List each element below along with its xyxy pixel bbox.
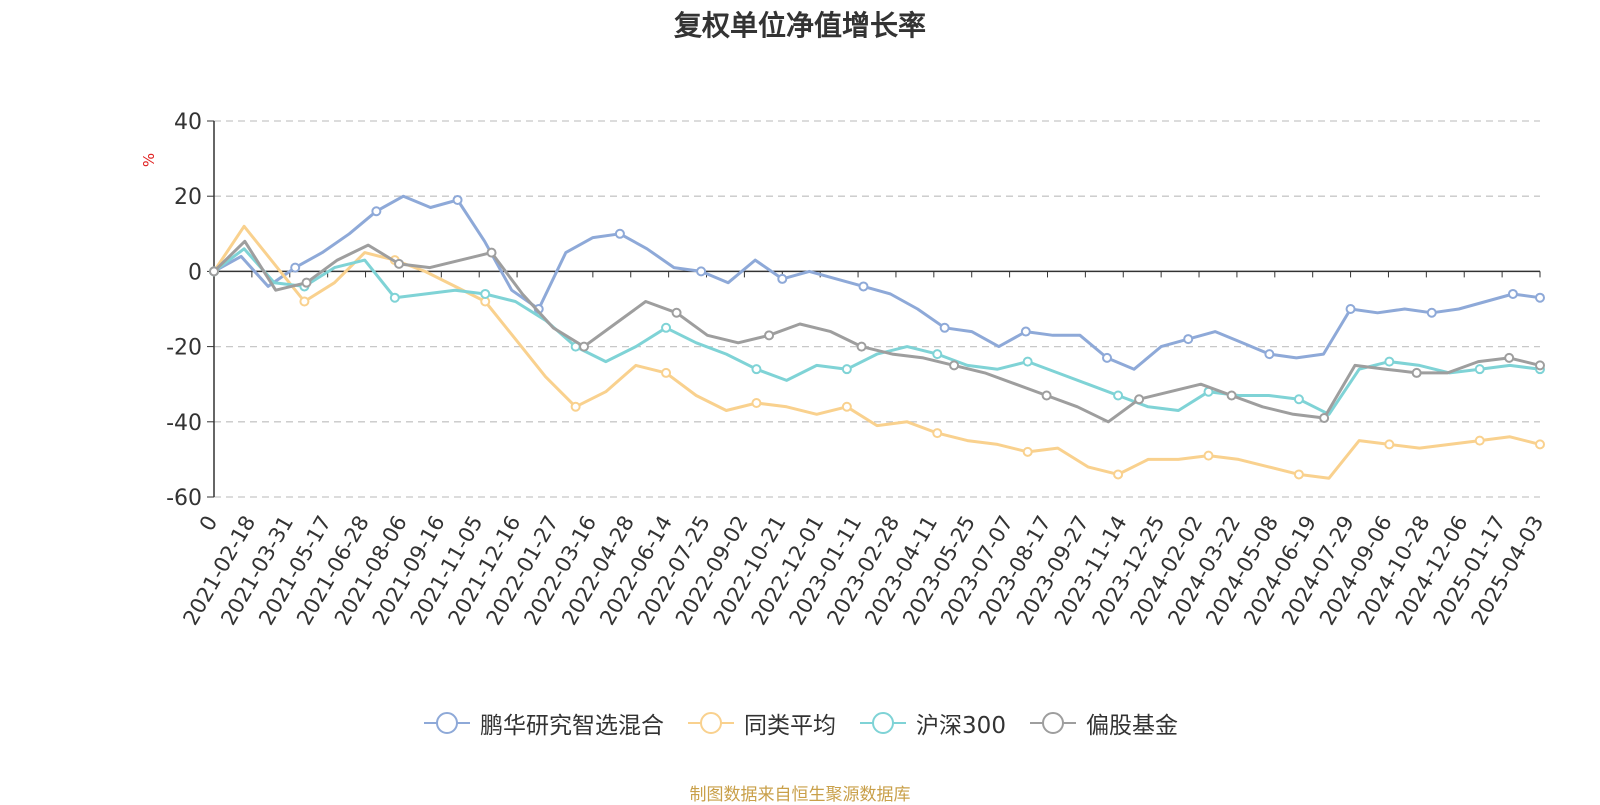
data-point <box>939 322 950 333</box>
data-point <box>1426 307 1437 318</box>
data-point <box>371 206 382 217</box>
data-point <box>661 322 672 333</box>
data-point <box>856 341 867 352</box>
data-point <box>452 194 463 205</box>
data-point <box>777 273 788 284</box>
data-point <box>290 262 301 273</box>
data-point <box>1102 352 1113 363</box>
data-point <box>1203 450 1214 461</box>
data-point <box>841 401 852 412</box>
data-point <box>209 266 219 277</box>
data-point <box>1474 364 1485 375</box>
data-point <box>1264 349 1275 360</box>
data-point <box>1113 390 1124 401</box>
axis-layer: 40200-20-40-6002021-02-182021-03-312021-… <box>166 110 1548 629</box>
data-point <box>671 307 682 318</box>
data-point <box>841 364 852 375</box>
data-point <box>1535 439 1545 450</box>
series-line-2 <box>213 247 1541 416</box>
data-point <box>1113 469 1124 480</box>
data-point <box>1535 292 1545 303</box>
data-point <box>661 367 672 378</box>
data-point <box>299 296 310 307</box>
data-point <box>1041 390 1052 401</box>
data-point <box>1183 334 1194 345</box>
y-tick-label: 0 <box>188 260 202 285</box>
data-point <box>1345 304 1356 314</box>
data-point <box>1022 356 1033 367</box>
series-line-3 <box>212 239 1541 424</box>
legend-item[interactable]: 偏股基金 <box>1028 706 1178 740</box>
data-point <box>1535 360 1545 371</box>
y-axis-unit-label: % <box>140 153 158 167</box>
chart-title: 复权单位净值增长率 <box>673 9 926 42</box>
data-point <box>1293 394 1304 405</box>
data-point <box>751 398 762 408</box>
data-point <box>579 341 590 352</box>
data-point <box>1134 394 1145 405</box>
data-point <box>1022 446 1033 457</box>
legend-item[interactable]: 鹏华研究智选混合 <box>422 706 664 740</box>
source-note: 制图数据来自恒生聚源数据库 <box>689 785 911 805</box>
data-point <box>1474 435 1485 446</box>
data-point <box>1384 439 1395 450</box>
data-point <box>1384 356 1395 367</box>
data-point <box>394 258 405 269</box>
data-point <box>1504 352 1515 363</box>
data-point <box>932 349 943 360</box>
data-point <box>1020 326 1031 337</box>
legend-label: 鹏华研究智选混合 <box>480 713 665 739</box>
data-point <box>614 228 625 239</box>
y-tick-label: 20 <box>174 185 202 210</box>
legend-label: 同类平均 <box>744 713 837 739</box>
legend-label: 偏股基金 <box>1085 713 1178 739</box>
legend-marker-icon <box>860 712 907 734</box>
x-tick-label: 0 <box>195 512 222 536</box>
data-point <box>764 330 775 341</box>
legend-marker-icon <box>424 712 471 734</box>
data-point <box>301 277 312 288</box>
legend-label: 沪深300 <box>916 713 1006 739</box>
grid-layer <box>214 120 1540 498</box>
data-point <box>486 247 497 258</box>
data-point <box>751 364 762 375</box>
data-point <box>949 360 960 371</box>
legend: 鹏华研究智选混合 同类平均 沪深300 偏股基金 <box>0 706 1600 740</box>
y-tick-label: -60 <box>166 486 202 511</box>
data-point <box>1507 288 1518 299</box>
data-point <box>1411 367 1422 378</box>
series-line-1 <box>212 224 1541 480</box>
data-point <box>1226 390 1237 401</box>
data-point <box>858 281 869 292</box>
y-tick-label: -40 <box>166 411 202 436</box>
data-point <box>570 401 581 412</box>
series-layer <box>209 194 1545 480</box>
series-line-0 <box>213 194 1541 371</box>
legend-item[interactable]: 沪深300 <box>858 706 1006 740</box>
y-tick-label: -20 <box>166 336 202 361</box>
legend-item[interactable]: 同类平均 <box>686 706 836 740</box>
data-point <box>1319 413 1330 424</box>
y-tick-label: 40 <box>174 110 202 135</box>
data-point <box>696 266 707 277</box>
data-point <box>1293 469 1304 480</box>
legend-marker-icon <box>688 712 735 734</box>
data-point <box>932 428 943 439</box>
legend-marker-icon <box>1029 712 1076 734</box>
data-point <box>389 292 400 303</box>
data-point <box>480 288 491 299</box>
